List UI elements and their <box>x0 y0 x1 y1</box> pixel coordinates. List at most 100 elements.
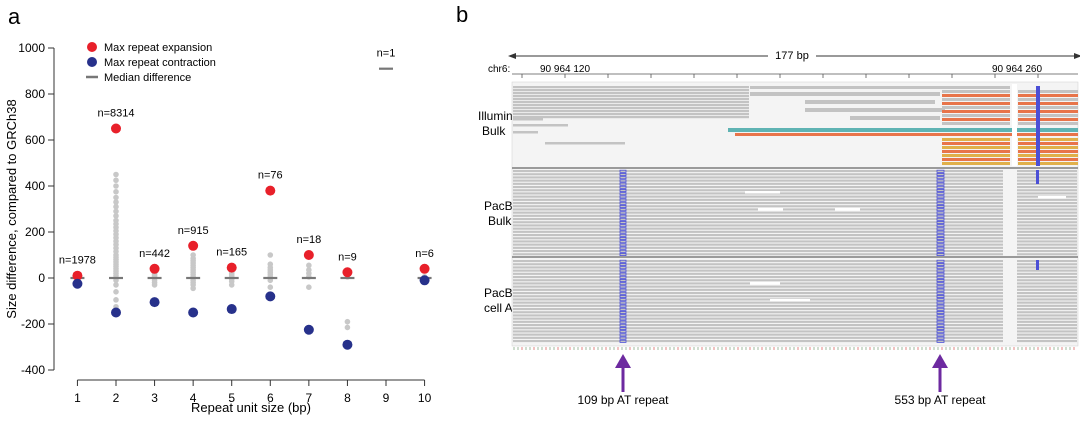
insertion-mark <box>619 278 627 282</box>
expansion-points <box>72 123 430 281</box>
read <box>513 89 749 92</box>
read <box>513 317 1003 320</box>
y-tick-label: 200 <box>25 225 45 239</box>
read <box>513 234 1003 237</box>
contraction-point <box>265 291 276 302</box>
read <box>1017 266 1077 269</box>
distribution-point <box>113 208 119 215</box>
read <box>513 246 1003 249</box>
axes: -400 -200 0 200 400 600 800 1000 1 2 3 4 5 6 7 8 9 10 <box>18 41 431 405</box>
y-tick-label: -200 <box>21 317 45 331</box>
expansion-point <box>303 250 314 260</box>
contraction-point <box>303 324 314 335</box>
genome-browser-view: b 177 bp chr6: 90 964 120 90 964 260 Ill… <box>456 2 1080 407</box>
x-axis-label: Repeat unit size (bp) <box>191 400 311 415</box>
y-tick-label: 0 <box>38 271 45 285</box>
insertion-mark <box>936 275 945 279</box>
arrow-label: 553 bp AT repeat <box>895 393 987 407</box>
scatter-chart: a Size difference, compared to GRCh38 Re… <box>4 4 434 415</box>
distribution-point <box>113 194 119 201</box>
count-label: n=8314 <box>97 108 134 120</box>
y-tick-label: 600 <box>25 133 45 147</box>
insertion-mark <box>619 330 627 334</box>
read <box>513 237 1003 240</box>
legend-swatch <box>87 42 97 52</box>
read <box>1017 311 1077 314</box>
read <box>1017 304 1077 307</box>
insertion-mark <box>936 282 945 286</box>
read <box>513 336 1003 339</box>
read <box>1017 246 1077 249</box>
insertion-mark <box>619 259 627 263</box>
read <box>513 320 1003 323</box>
arrow-up-icon <box>932 354 948 368</box>
read <box>1017 170 1077 173</box>
insertion-mark <box>936 211 945 215</box>
read <box>1017 340 1077 343</box>
read <box>1017 320 1077 323</box>
count-label: n=1978 <box>59 255 96 267</box>
read <box>513 98 749 101</box>
distribution-point <box>113 183 119 189</box>
insertion-mark <box>619 217 627 221</box>
read <box>513 340 1003 343</box>
insertion-mark <box>936 269 945 273</box>
insertion-mark <box>936 288 945 292</box>
distribution-points <box>74 171 428 331</box>
insertion-mark <box>936 182 945 186</box>
y-axis-label: Size difference, compared to GRCh38 <box>4 99 19 318</box>
insertion-mark <box>936 179 945 183</box>
insertion-mark <box>936 262 945 266</box>
insertion-mark <box>619 336 627 340</box>
distribution-point <box>344 324 351 331</box>
distribution-point <box>113 188 119 195</box>
insertion-mark <box>619 310 627 314</box>
count-label: n=1 <box>377 48 396 60</box>
insertion-mark <box>619 317 627 321</box>
insertion-mark <box>936 230 945 234</box>
insertion-mark <box>619 272 627 276</box>
read <box>1017 308 1077 311</box>
insertion-mark <box>936 304 945 308</box>
alignment-reads <box>511 81 1079 350</box>
insertion-mark <box>936 246 945 250</box>
insertion-mark <box>936 169 945 173</box>
insertion-mark <box>936 339 945 343</box>
panel-a: a Size difference, compared to GRCh38 Re… <box>0 0 450 420</box>
insertion-mark <box>936 291 945 295</box>
insertion-mark <box>619 269 627 273</box>
read <box>1017 218 1077 221</box>
insertion-mark <box>936 188 945 192</box>
insertion-mark <box>936 204 945 208</box>
y-tick-label: 800 <box>25 87 45 101</box>
count-label: n=6 <box>415 248 434 260</box>
count-label: n=915 <box>178 225 209 237</box>
x-tick-label: 10 <box>418 391 432 405</box>
insertion-mark <box>936 220 945 224</box>
insertion-mark <box>936 314 945 318</box>
insertion-mark <box>1036 86 1040 166</box>
contraction-point <box>149 297 160 308</box>
read <box>513 279 1003 282</box>
read <box>513 288 1003 291</box>
read <box>1017 263 1077 266</box>
read <box>513 266 1003 269</box>
insertion-mark <box>619 240 627 244</box>
x-tick-label: 9 <box>383 391 390 405</box>
y-tick-label: 1000 <box>18 41 45 55</box>
contraction-points <box>72 275 430 350</box>
insertion-mark <box>936 214 945 218</box>
chrom-label: chr6: <box>488 64 510 75</box>
insertion-mark <box>619 285 627 289</box>
distribution-point <box>113 282 119 288</box>
read <box>1017 276 1077 279</box>
read <box>513 327 1003 330</box>
expansion-point <box>265 185 276 196</box>
read <box>513 311 1003 314</box>
distribution-point <box>228 282 235 288</box>
legend: Max repeat expansion Max repeat contracti… <box>86 42 216 84</box>
read <box>513 107 749 110</box>
insertion-mark <box>619 298 627 302</box>
read <box>513 333 1003 336</box>
insertion-mark <box>619 288 627 292</box>
